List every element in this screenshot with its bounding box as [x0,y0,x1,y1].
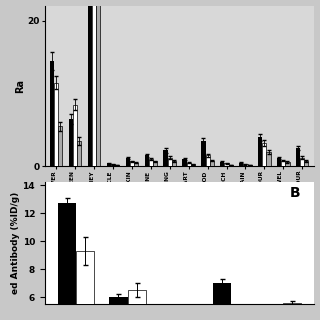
Bar [109,297,127,320]
Bar [262,143,267,166]
Bar [50,61,54,166]
Bar [285,162,290,166]
Bar [145,156,149,166]
Bar [69,119,73,166]
Y-axis label: Ra: Ra [15,79,25,93]
Bar [58,204,76,320]
Bar [210,161,214,166]
Bar [201,141,205,166]
Bar [265,308,283,320]
Bar [267,152,271,166]
Bar [187,163,191,166]
Bar [224,164,228,166]
Bar [248,165,252,166]
Bar [283,303,301,320]
Bar [153,161,157,166]
Bar [164,150,168,166]
Bar [126,158,130,166]
Bar [77,141,81,166]
Bar [73,105,77,166]
Bar [107,164,111,166]
Y-axis label: ed Antibody (%ID/g): ed Antibody (%ID/g) [11,192,20,294]
Bar [127,290,146,320]
Bar [244,164,248,166]
Bar [115,165,119,166]
Bar [92,0,96,166]
Bar [258,137,262,166]
Bar [168,158,172,166]
Bar [213,283,231,320]
Bar [96,0,100,166]
Bar [281,161,285,166]
Bar [296,148,300,166]
Bar [58,126,62,166]
Bar [88,0,92,166]
Bar [182,159,187,166]
Bar [149,159,153,166]
Bar [228,165,233,166]
Bar [111,164,115,166]
Bar [300,158,304,166]
Bar [205,156,210,166]
Bar [239,163,244,166]
Text: B: B [290,186,300,200]
Bar [172,161,176,166]
Bar [130,161,134,166]
Bar [54,83,58,166]
Bar [76,251,94,320]
Bar [191,164,195,166]
Bar [220,162,224,166]
Bar [134,163,138,166]
Bar [304,161,308,166]
Bar [277,158,281,166]
